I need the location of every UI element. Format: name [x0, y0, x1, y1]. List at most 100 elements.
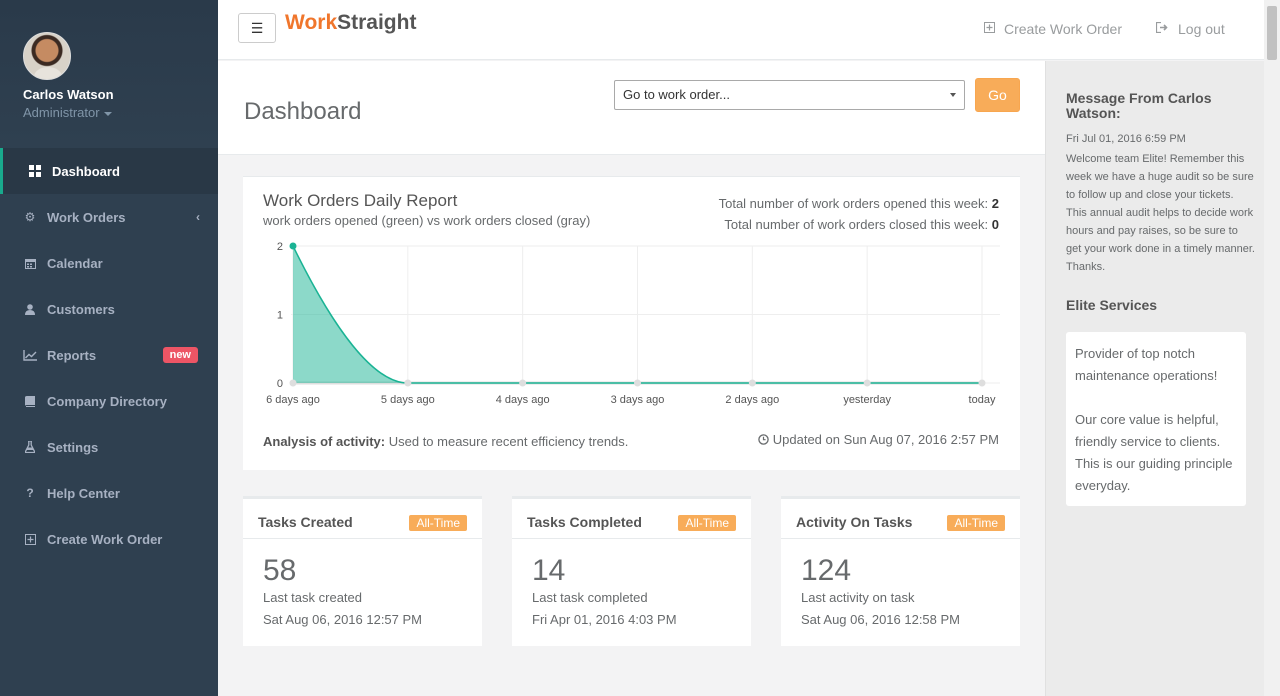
- all-time-badge: All-Time: [947, 515, 1005, 531]
- new-badge: new: [162, 347, 198, 363]
- opened-count-label: Total number of work orders opened this …: [718, 196, 989, 211]
- daily-report-chart: 0 1 2 6 days ago 5 days ago 4 days ago 3 days …: [266, 241, 1000, 406]
- analysis-text: Used to measure recent efficiency trends…: [388, 434, 629, 449]
- task-description: Last task created: [263, 590, 362, 605]
- profile-header: Carlos Watson Administrator: [0, 0, 218, 148]
- user-role-label: Administrator: [23, 105, 100, 120]
- sidebar-item-company-directory[interactable]: Company Directory: [0, 378, 218, 424]
- message-title: Message From Carlos Watson:: [1066, 90, 1212, 121]
- user-name: Carlos Watson: [23, 87, 114, 102]
- scrollbar-thumb[interactable]: [1267, 6, 1277, 60]
- sidebar-item-label: Work Orders: [47, 209, 126, 225]
- sidebar-item-create-work-order[interactable]: Create Work Order: [0, 516, 218, 562]
- task-card-title: Tasks Completed: [527, 514, 642, 530]
- sidebar-item-reports[interactable]: Reports new: [0, 332, 218, 378]
- sign-out-icon: [1155, 21, 1169, 36]
- task-date: Sat Aug 06, 2016 12:57 PM: [263, 612, 423, 627]
- sidebar-item-customers[interactable]: Customers: [0, 286, 218, 332]
- task-card-header: Tasks Completed All-Time: [512, 499, 751, 539]
- cogs-icon: ⚙: [24, 210, 36, 224]
- page-title: Dashboard: [244, 98, 362, 125]
- hamburger-icon: ☰: [250, 19, 264, 36]
- elite-services-text: Provider of top notch maintenance operat…: [1075, 346, 1218, 383]
- y-tick-label: 1: [277, 310, 283, 322]
- task-card-title: Tasks Created: [258, 514, 353, 530]
- series-opened-line: [292, 245, 982, 384]
- logout-label: Log out: [1178, 21, 1225, 37]
- report-subtitle: work orders opened (green) vs work order…: [263, 213, 591, 228]
- task-card-header: Tasks Created All-Time: [243, 499, 482, 539]
- work-order-select[interactable]: Go to work order...: [614, 80, 965, 110]
- closed-data-point: [978, 379, 986, 387]
- sidebar-item-settings[interactable]: Settings: [0, 424, 218, 470]
- page-scrollbar[interactable]: [1264, 0, 1280, 696]
- elite-services-title: Elite Services: [1066, 297, 1158, 313]
- user-role-dropdown[interactable]: Administrator: [23, 105, 218, 120]
- dropdown-arrow-icon: [950, 93, 956, 97]
- sidebar-item-label: Calendar: [47, 255, 103, 271]
- work-order-select-value: Go to work order...: [623, 87, 730, 102]
- brand-logo[interactable]: WorkStraight: [285, 11, 416, 35]
- page-heading: Dashboard Go to work order... Go: [218, 61, 1045, 155]
- task-date: Sat Aug 06, 2016 12:58 PM: [801, 612, 961, 627]
- task-card-title: Activity On Tasks: [796, 514, 913, 530]
- task-card-activity: Activity On Tasks All-Time 124 Last acti…: [781, 496, 1020, 646]
- closed-data-point: [404, 379, 412, 387]
- create-work-order-link[interactable]: Create Work Order: [984, 21, 1122, 37]
- task-card-header: Activity On Tasks All-Time: [781, 499, 1020, 539]
- sidebar-item-label: Help Center: [47, 485, 120, 501]
- x-tick-label: 6 days ago: [266, 394, 320, 406]
- x-tick-label: today: [969, 394, 996, 406]
- report-title: Work Orders Daily Report: [263, 191, 458, 210]
- message-body: Welcome team Elite! Remember this week w…: [1066, 153, 1255, 273]
- sidebar-item-dashboard[interactable]: Dashboard: [0, 148, 218, 194]
- updated-timestamp: Updated on Sun Aug 07, 2016 2:57 PM: [758, 432, 999, 447]
- closed-count-value: 0: [991, 217, 999, 232]
- x-tick-label: yesterday: [843, 394, 891, 406]
- closed-data-point: [863, 379, 871, 387]
- task-count: 58: [263, 554, 297, 587]
- plus-square-icon: [984, 22, 995, 36]
- plus-square-icon: [23, 533, 37, 545]
- opened-count-value: 2: [991, 196, 999, 211]
- task-card-completed: Tasks Completed All-Time 14 Last task co…: [512, 496, 751, 646]
- analysis-label: Analysis of activity:: [263, 434, 386, 449]
- sidebar-item-label: Create Work Order: [47, 531, 163, 547]
- x-tick-label: 5 days ago: [381, 394, 435, 406]
- closed-data-point: [634, 379, 641, 387]
- message-date: Fri Jul 01, 2016 6:59 PM: [1066, 133, 1186, 145]
- x-tick-label: 3 days ago: [611, 394, 665, 406]
- all-time-badge: All-Time: [678, 515, 736, 531]
- analysis-note: Analysis of activity: Used to measure re…: [263, 434, 628, 449]
- task-description: Last task completed: [532, 590, 648, 605]
- opened-count-line: Total number of work orders opened this …: [719, 196, 999, 211]
- chevron-left-icon: ‹: [196, 210, 200, 224]
- closed-count-line: Total number of work orders closed this …: [724, 217, 999, 232]
- sidebar-item-label: Dashboard: [52, 163, 120, 179]
- task-description: Last activity on task: [801, 590, 915, 605]
- y-tick-label: 0: [277, 378, 283, 390]
- avatar[interactable]: [23, 32, 71, 80]
- task-card-created: Tasks Created All-Time 58 Last task crea…: [243, 496, 482, 646]
- grid-icon: [28, 165, 42, 177]
- menu-toggle-button[interactable]: ☰: [238, 13, 276, 43]
- task-count: 14: [532, 554, 566, 587]
- series-opened-area: [293, 246, 982, 383]
- sidebar-item-work-orders[interactable]: ⚙ Work Orders ‹: [0, 194, 218, 240]
- sidebar-item-label: Company Directory: [47, 393, 167, 409]
- sidebar-item-calendar[interactable]: Calendar: [0, 240, 218, 286]
- logout-link[interactable]: Log out: [1155, 21, 1225, 37]
- flask-icon: [23, 441, 37, 453]
- book-icon: [23, 395, 37, 407]
- brand-part-work: Work: [285, 11, 338, 34]
- caret-down-icon: [103, 111, 112, 116]
- go-button[interactable]: Go: [975, 78, 1020, 112]
- x-tick-label: 4 days ago: [496, 394, 550, 406]
- right-sidebar: Message From Carlos Watson: Fri Jul 01, …: [1045, 61, 1264, 696]
- elite-services-box: Provider of top notch maintenance operat…: [1066, 332, 1246, 506]
- task-count: 124: [801, 554, 852, 587]
- daily-report-card: Work Orders Daily Report work orders ope…: [243, 176, 1020, 470]
- sidebar-item-help-center[interactable]: ? Help Center: [0, 470, 218, 516]
- updated-text: Updated on Sun Aug 07, 2016 2:57 PM: [772, 432, 999, 447]
- user-icon: [23, 303, 37, 315]
